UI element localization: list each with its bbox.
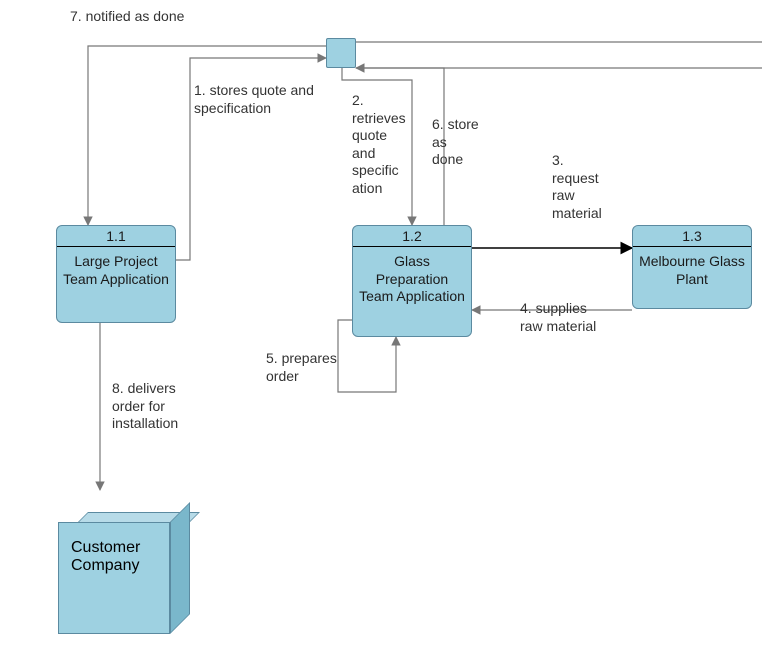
edge-label-2: 2. retrieves quote and specific ation	[352, 92, 406, 197]
process-1-2: 1.2 Glass Preparation Team Application	[352, 225, 472, 337]
diagram-canvas: 1.1 Large Project Team Application 1.2 G…	[0, 0, 777, 650]
edge-label-1: 1. stores quote and specification	[194, 82, 314, 117]
process-1-3-id: 1.3	[633, 226, 751, 247]
external-entity-customer: Customer Company	[58, 502, 190, 634]
process-1-3: 1.3 Melbourne Glass Plant	[632, 225, 752, 309]
edge-label-7: 7. notified as done	[70, 8, 184, 26]
process-1-3-label: Melbourne Glass Plant	[633, 247, 751, 294]
process-1-2-label: Glass Preparation Team Application	[353, 247, 471, 312]
process-1-1-label: Large Project Team Application	[57, 247, 175, 294]
cube-label: Customer Company	[59, 523, 169, 591]
cube-front-face: Customer Company	[58, 522, 170, 634]
process-1-2-id: 1.2	[353, 226, 471, 247]
edge-label-5: 5. prepares order	[266, 350, 337, 385]
edge-label-6: 6. store as done	[432, 116, 479, 169]
e7-notified	[88, 46, 326, 225]
edge-label-3: 3. request raw material	[552, 152, 602, 222]
edge-label-4: 4. supplies raw material	[520, 300, 596, 335]
cube-side-face	[170, 502, 190, 634]
datastore-node	[326, 38, 356, 68]
process-1-1-id: 1.1	[57, 226, 175, 247]
process-1-1: 1.1 Large Project Team Application	[56, 225, 176, 323]
edge-label-8: 8. delivers order for installation	[112, 380, 178, 433]
